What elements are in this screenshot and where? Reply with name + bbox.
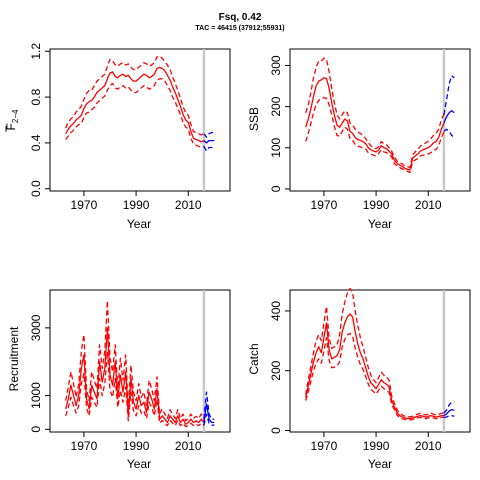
catch-projection-upper-line (443, 400, 455, 414)
catch-xtick-label: 1970 (311, 439, 338, 453)
recruitment-projection-lower-line (203, 413, 215, 426)
figure-subtitle: TAC = 46415 (37912;55931) (195, 25, 284, 32)
catch-xlabel: Year (368, 457, 392, 471)
catch-projection-lower-line (443, 414, 455, 419)
catch-history-median-line (305, 313, 444, 420)
recruitment-ytick-label: 1000 (29, 382, 43, 409)
recruitment-xlabel: Year (127, 457, 151, 471)
catch-xtick-label: 1990 (363, 439, 390, 453)
figure-title: Fsq, 0.42 (219, 12, 262, 23)
catch-ylabel: Catch (247, 343, 261, 374)
fbar-projection-median-line (203, 139, 215, 144)
fbar-history-lower-line (65, 78, 205, 149)
catch-xtick-label: 2010 (415, 439, 442, 453)
ssb-projection-upper-line (443, 75, 455, 116)
fbar-xlabel: Year (127, 217, 151, 231)
fbar-xtick-label: 1970 (71, 198, 98, 212)
panel-catch: 1970 1990 2010 0 200 400 Catch Year (247, 287, 471, 471)
fbar-ytick-label: 1.2 (29, 43, 43, 60)
catch-ytick-label: 400 (269, 301, 283, 321)
fbar-ytick-label: 0.8 (29, 88, 43, 105)
catch-frame (289, 289, 471, 433)
fbar-plot: 1970 1990 2010 0.0 0.4 0.8 1.2 (29, 43, 231, 212)
fbar-ytick-label: 0.0 (29, 180, 43, 197)
ssb-frame (289, 48, 471, 192)
recruitment-frame (49, 289, 231, 433)
ssb-history-lower-line (305, 96, 445, 174)
recruitment-xtick-label: 2010 (175, 439, 202, 453)
catch-plot: 1970 1990 2010 0 200 400 (269, 287, 471, 453)
ssb-history-upper-line (305, 57, 445, 169)
recruitment-history-median-line (65, 327, 205, 425)
fbar-ytick-label: 0.4 (29, 134, 43, 151)
fbar-projection-lower-line (203, 145, 215, 152)
recruitment-xtick-label: 1970 (71, 439, 98, 453)
ssb-projection-median-line (443, 110, 455, 124)
catch-projection-median-line (443, 408, 455, 417)
recruitment-xtick-label: 1990 (123, 439, 150, 453)
recruitment-ylabel: Recruitment (7, 326, 21, 391)
fbar-history-upper-line (65, 55, 205, 136)
fbar-frame (49, 48, 231, 192)
panel-recruitment: 1970 1990 2010 0 1000 3000 Recruitment Year (7, 289, 231, 471)
fbar-history-median-line (65, 66, 205, 143)
panel-ssb: 1970 1990 2010 0 100 200 300 SSB Year (247, 48, 471, 231)
recruitment-ytick-label: 0 (29, 426, 43, 433)
fbar-xtick-label: 2010 (175, 198, 202, 212)
fbar-xtick-label: 1990 (123, 198, 150, 212)
ssb-ylabel: SSB (247, 107, 261, 131)
ssb-ytick-label: 100 (269, 137, 283, 157)
fbar-ylabel-sub: 2−4 (11, 109, 20, 123)
catch-ytick-label: 200 (269, 360, 283, 380)
recruitment-ytick-label: 3000 (29, 314, 43, 341)
ssb-xtick-label: 1970 (311, 198, 338, 212)
ssb-ytick-label: 300 (269, 55, 283, 75)
recruitment-plot: 1970 1990 2010 0 1000 3000 (29, 289, 231, 453)
ssb-projection-lower-line (443, 128, 455, 139)
panel-fbar: 1970 1990 2010 0.0 0.4 0.8 1.2 F2−4 Year (4, 43, 231, 231)
ssb-xtick-label: 2010 (415, 198, 442, 212)
catch-ytick-label: 0 (269, 427, 283, 434)
catch-history-upper-line (305, 287, 444, 418)
ssb-history-median-line (305, 77, 445, 171)
fbar-projection-upper-line (203, 131, 215, 138)
ssb-xtick-label: 1990 (363, 198, 390, 212)
catch-history-lower-line (305, 332, 444, 421)
ssb-xlabel: Year (368, 217, 392, 231)
recruitment-projection-upper-line (203, 391, 215, 420)
recruitment-projection-median-line (203, 403, 215, 424)
ssb-ytick-label: 200 (269, 96, 283, 116)
fbar-ylabel: F2−4 (4, 109, 20, 130)
ssb-plot: 1970 1990 2010 0 100 200 300 (269, 48, 471, 212)
ssb-ytick-label: 0 (269, 185, 283, 192)
recruitment-history-upper-line (65, 300, 205, 422)
fbar-ylabel-main: F (4, 123, 18, 130)
recruitment-history-lower-line (65, 350, 205, 428)
